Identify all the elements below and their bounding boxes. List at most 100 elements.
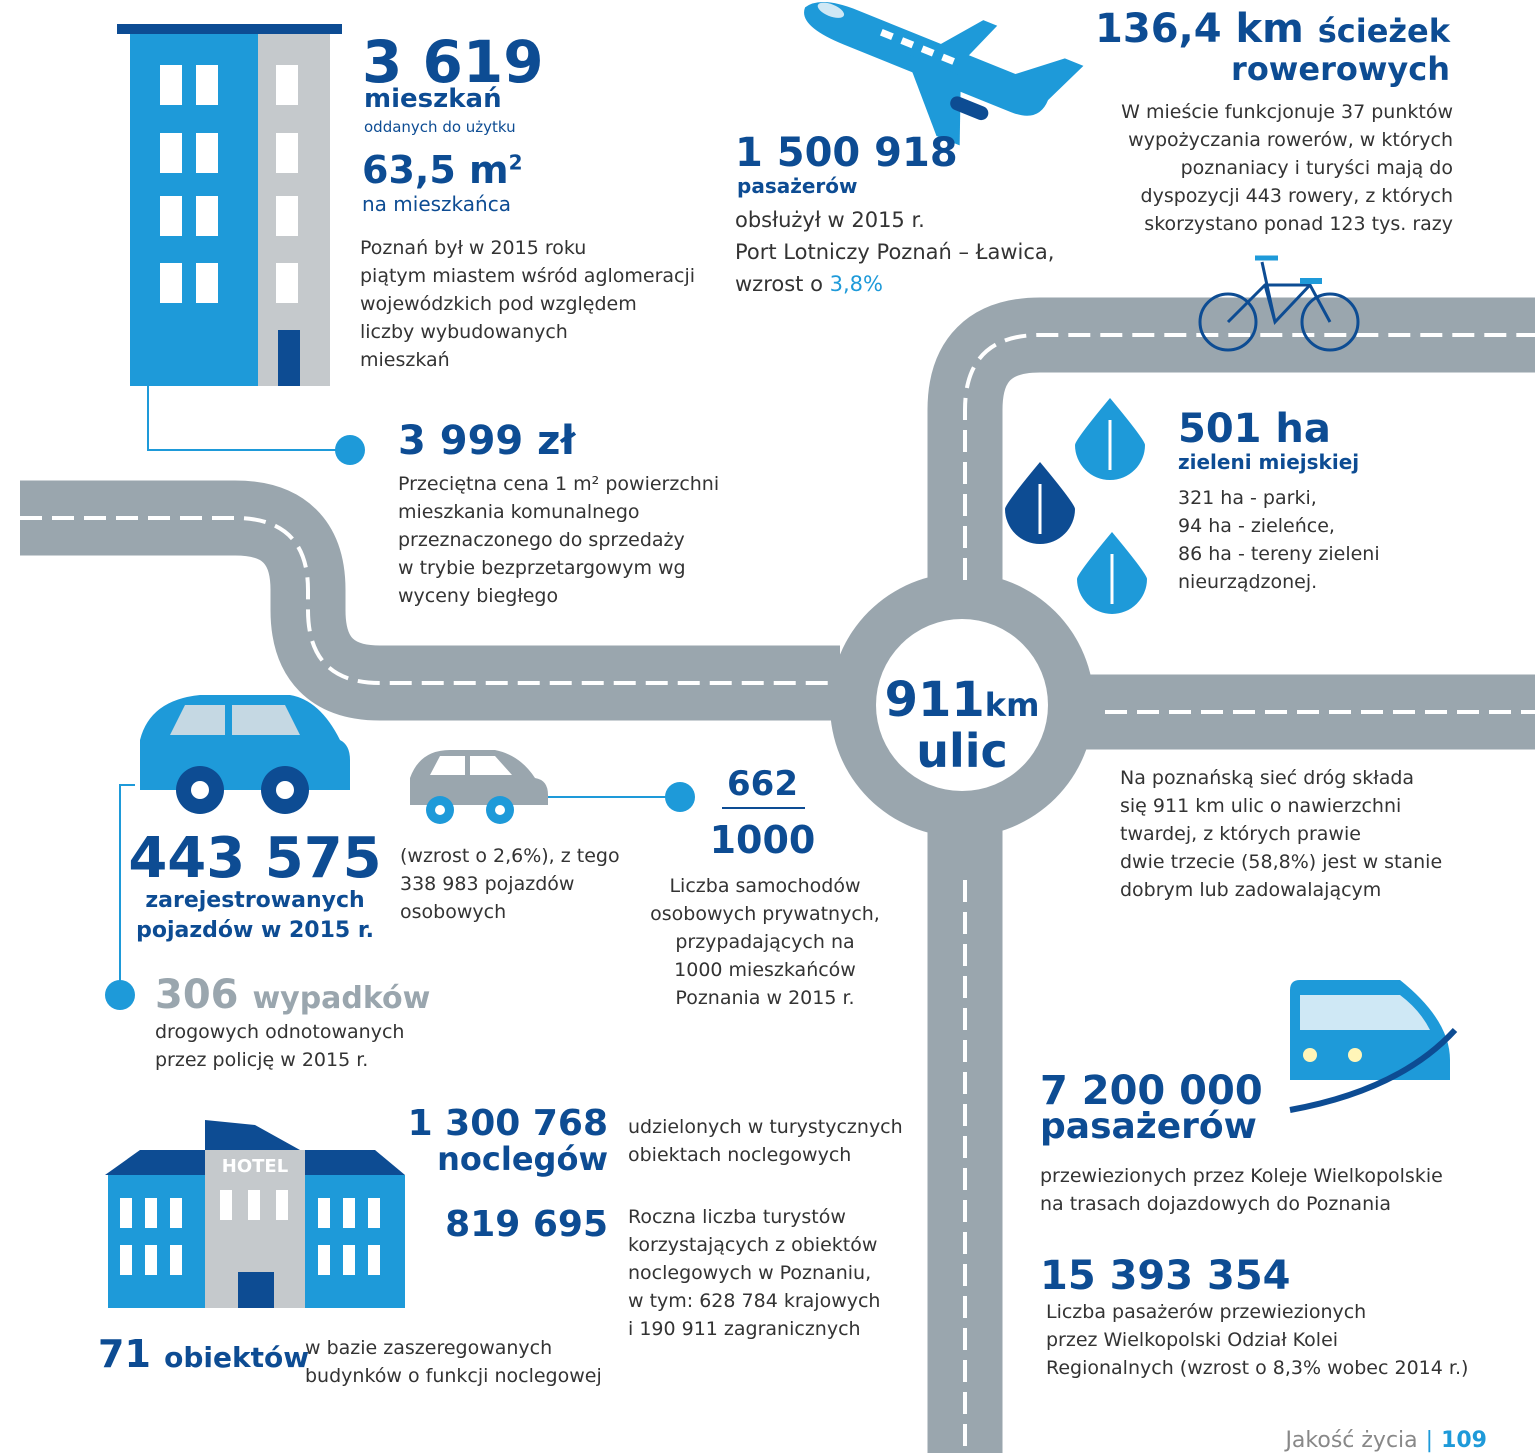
text-line: dyspozycji 443 rowery, z których xyxy=(1121,182,1453,210)
label: ścieżek xyxy=(1318,12,1450,50)
stat-label: na mieszkańca xyxy=(362,192,511,216)
text-line: korzystających z obiektów xyxy=(628,1231,880,1259)
stat-value: 819 695 xyxy=(445,1204,608,1245)
hotel-sign: HOTEL xyxy=(205,1156,305,1177)
text-line: (wzrost o 2,6%), z tego xyxy=(400,842,620,870)
text-line: Poznań był w 2015 roku xyxy=(360,234,695,262)
text-line: twardej, z których prawie xyxy=(1120,820,1442,848)
text-line: dwie trzecie (58,8%) jest w stanie xyxy=(1120,848,1442,876)
text-line: liczby wybudowanych xyxy=(360,318,695,346)
text-line: przewiezionych przez Koleje Wielkopolski… xyxy=(1040,1162,1443,1190)
text-line: 94 ha - zieleńce, xyxy=(1178,512,1380,540)
text-line: Regionalnych (wzrost o 8,3% wobec 2014 r… xyxy=(1046,1354,1468,1382)
text-line: wojewódzkich pod względem xyxy=(360,290,695,318)
stat-value: 1 300 768 xyxy=(408,1103,608,1144)
stat-value: 501 ha xyxy=(1178,406,1331,452)
text-line: W mieście funkcjonuje 37 punktów xyxy=(1121,98,1453,126)
text-line: Port Lotniczy Poznań – Ławica, xyxy=(735,236,1054,268)
stat-label: ulic xyxy=(877,724,1047,778)
text-line: przez Wielkopolski Odział Kolei xyxy=(1046,1326,1468,1354)
text-line: w bazie zaszeregowanych xyxy=(305,1334,602,1362)
paragraph: (wzrost o 2,6%), z tego338 983 pojazdówo… xyxy=(400,842,620,926)
text-line: w trybie bezprzetargowym wg xyxy=(398,554,719,582)
text-line: zarejestrowanych xyxy=(115,886,395,916)
label: wypadków xyxy=(252,981,430,1016)
text-line: Na poznańską sieć dróg składa xyxy=(1120,764,1442,792)
stat-label: mieszkań xyxy=(364,84,502,114)
stat-value: 136,4 km ścieżek xyxy=(1095,6,1450,52)
text-line: na trasach dojazdowych do Poznania xyxy=(1040,1190,1443,1218)
value: 136,4 km xyxy=(1095,6,1304,52)
text-line: mieszkania komunalnego xyxy=(398,498,719,526)
stat-label: pasażerów xyxy=(1040,1106,1257,1147)
page-number: 109 xyxy=(1441,1428,1487,1453)
text-line: przez policję w 2015 r. xyxy=(155,1046,404,1074)
text-line: obiektach noclegowych xyxy=(628,1141,903,1169)
text-line: 1000 mieszkańców xyxy=(640,956,890,984)
stat-value: 443 575 xyxy=(115,826,395,891)
text-line: wyceny biegłego xyxy=(398,582,719,610)
stat-value: 3 999 zł xyxy=(398,418,575,464)
stat-value: 63,5 m2 xyxy=(362,148,523,192)
paragraph: Poznań był w 2015 rokupiątym miastem wśr… xyxy=(360,234,695,374)
stat-value: 306 wypadków xyxy=(155,972,430,1018)
unit: km xyxy=(985,686,1040,724)
paragraph: wzrost o 3,8% xyxy=(735,268,883,300)
text-line: przypadających na xyxy=(640,928,890,956)
text-line: się 911 km ulic o nawierzchni xyxy=(1120,792,1442,820)
stat-value: 1 500 918 xyxy=(735,130,958,176)
text-line: 86 ha - tereny zieleni xyxy=(1178,540,1380,568)
text-line: drogowych odnotowanych xyxy=(155,1018,404,1046)
stat-value: 911km xyxy=(877,672,1047,728)
text-line: budynków o funkcji noclegowej xyxy=(305,1362,602,1390)
stat-value: 15 393 354 xyxy=(1040,1253,1291,1299)
text-line: mieszkań xyxy=(360,346,695,374)
text-line: obsłużył w 2015 r. xyxy=(735,204,1054,236)
stat-sub: oddanych do użytku xyxy=(364,118,516,136)
text-line: Liczba samochodów xyxy=(640,872,890,900)
text: wzrost o xyxy=(735,272,823,296)
text-line: udzielonych w turystycznych xyxy=(628,1113,903,1141)
text-line: w tym: 628 784 krajowych xyxy=(628,1287,880,1315)
stat-label: noclegów xyxy=(437,1140,608,1178)
text-line: pojazdów w 2015 r. xyxy=(115,916,395,946)
stat-value: 71 obiektów xyxy=(98,1332,309,1376)
stat-label: rowerowych xyxy=(1231,50,1450,88)
text-line: wypożyczania rowerów, w których xyxy=(1121,126,1453,154)
text-line: Roczna liczba turystów xyxy=(628,1203,880,1231)
text-line: Liczba pasażerów przewiezionych xyxy=(1046,1298,1468,1326)
ratio-top: 662 xyxy=(700,764,825,804)
text-line: nieurządzonej. xyxy=(1178,568,1380,596)
text-line: poznaniacy i turyści mają do xyxy=(1121,154,1453,182)
paragraph: przewiezionych przez Koleje Wielkopolski… xyxy=(1040,1162,1443,1218)
text-line: i 190 911 zagranicznych xyxy=(628,1315,880,1343)
text-line: dobrym lub zadowalającym xyxy=(1120,876,1442,904)
highlight: 3,8% xyxy=(830,272,883,296)
label: obiektów xyxy=(164,1341,309,1374)
superscript: 2 xyxy=(509,150,523,174)
value: 911 xyxy=(885,672,985,728)
stat-label: zieleni miejskiej xyxy=(1178,450,1359,474)
paragraph: 321 ha - parki,94 ha - zieleńce,86 ha - … xyxy=(1178,484,1380,596)
infographic: 3 619 mieszkań oddanych do użytku 63,5 m… xyxy=(0,0,1535,1453)
text-line: osobowych prywatnych, xyxy=(640,900,890,928)
text-line: Poznania w 2015 r. xyxy=(640,984,890,1012)
text-line: 321 ha - parki, xyxy=(1178,484,1380,512)
value: 306 xyxy=(155,972,239,1018)
value: 63,5 m xyxy=(362,148,509,192)
text-line: noclegowych w Poznaniu, xyxy=(628,1259,880,1287)
text-line: osobowych xyxy=(400,898,620,926)
stat-label: pasażerów xyxy=(737,174,858,198)
ratio-bottom: 1000 xyxy=(700,818,825,862)
text-line: przeznaczonego do sprzedaży xyxy=(398,526,719,554)
